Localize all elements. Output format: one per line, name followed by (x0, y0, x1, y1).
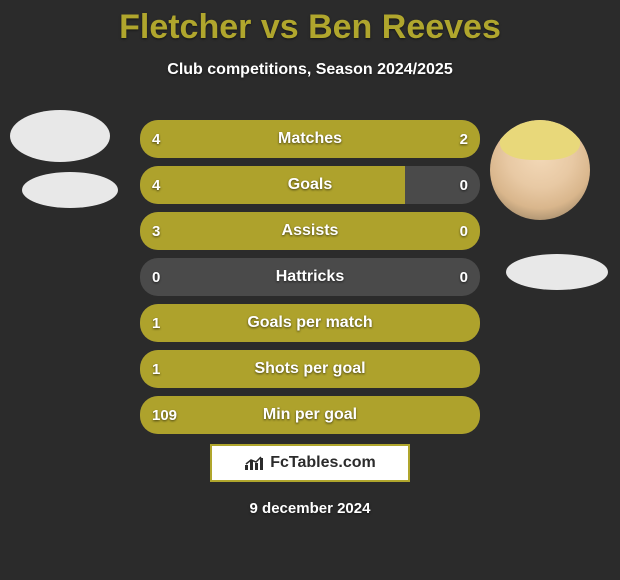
comparison-chart: 42Matches40Goals30Assists00Hattricks1Goa… (140, 120, 480, 442)
value-right: 0 (460, 166, 468, 204)
stat-row: 109Min per goal (140, 396, 480, 434)
player-left-shadow (22, 172, 118, 208)
brand-text: FcTables.com (270, 454, 376, 472)
bar-left (140, 304, 480, 342)
page-subtitle: Club competitions, Season 2024/2025 (0, 61, 620, 79)
player-right-shadow (506, 254, 608, 290)
bar-left (140, 166, 405, 204)
bar-left (140, 212, 480, 250)
footer-date: 9 december 2024 (0, 500, 620, 517)
stat-row: 40Goals (140, 166, 480, 204)
page-title: Fletcher vs Ben Reeves (0, 0, 620, 47)
bar-left (140, 120, 367, 158)
value-left: 0 (152, 258, 160, 296)
bar-left (140, 350, 480, 388)
chart-icon (244, 455, 264, 471)
stat-row: 42Matches (140, 120, 480, 158)
stat-row: 0 0Hattricks (140, 258, 480, 296)
row-label: Hattricks (140, 258, 480, 296)
stat-row: 1Goals per match (140, 304, 480, 342)
value-right: 0 (460, 258, 468, 296)
bar-right (367, 120, 480, 158)
player-left-avatar (10, 110, 110, 162)
brand-badge: FcTables.com (210, 444, 410, 482)
bar-left (140, 396, 480, 434)
player-right-avatar (490, 120, 590, 220)
stat-row: 30Assists (140, 212, 480, 250)
stat-row: 1Shots per goal (140, 350, 480, 388)
